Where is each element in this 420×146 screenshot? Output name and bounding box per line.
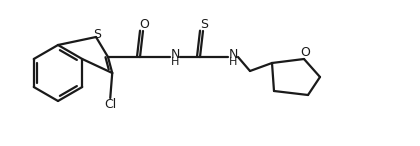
Text: O: O: [139, 19, 149, 32]
Text: S: S: [200, 19, 208, 32]
Text: N: N: [228, 47, 238, 60]
Text: H: H: [171, 57, 179, 67]
Text: O: O: [300, 46, 310, 59]
Text: H: H: [229, 57, 237, 67]
Text: Cl: Cl: [104, 98, 116, 111]
Text: N: N: [171, 47, 180, 60]
Text: S: S: [93, 28, 101, 41]
